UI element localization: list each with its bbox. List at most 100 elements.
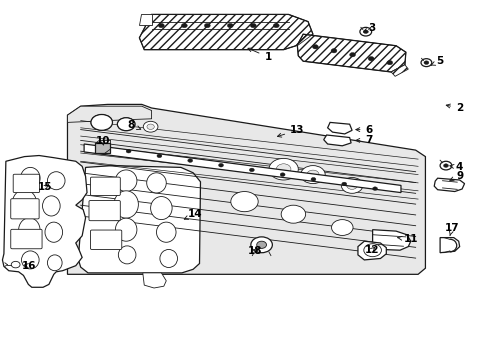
Polygon shape [323,135,350,146]
Text: 9: 9 [449,171,462,181]
FancyBboxPatch shape [11,229,42,249]
Circle shape [280,173,285,176]
FancyBboxPatch shape [89,201,120,221]
Text: 14: 14 [184,209,203,219]
Ellipse shape [12,190,37,217]
Circle shape [276,164,290,175]
Text: 11: 11 [397,234,417,244]
Ellipse shape [21,251,39,269]
Polygon shape [84,144,400,193]
Ellipse shape [115,170,137,192]
Text: 6: 6 [355,125,372,135]
Circle shape [250,23,256,28]
Circle shape [157,154,162,158]
Circle shape [11,261,20,268]
Circle shape [122,121,130,127]
Polygon shape [67,106,151,122]
Ellipse shape [42,196,60,216]
FancyBboxPatch shape [13,174,40,193]
Polygon shape [2,156,87,287]
Circle shape [96,118,107,126]
Circle shape [330,49,336,53]
Circle shape [331,220,352,235]
Circle shape [341,182,346,186]
Circle shape [218,163,223,167]
Text: 1: 1 [247,48,271,62]
Text: 3: 3 [363,23,374,33]
Text: 18: 18 [247,246,262,256]
Circle shape [367,57,373,61]
Text: 17: 17 [444,222,459,235]
Polygon shape [433,178,464,192]
Text: 15: 15 [38,182,52,192]
Circle shape [143,121,158,132]
Circle shape [372,187,377,190]
Circle shape [146,124,154,129]
Circle shape [359,27,371,36]
Circle shape [281,205,305,223]
Text: 7: 7 [355,135,372,145]
Ellipse shape [47,255,62,271]
Polygon shape [139,14,151,25]
Circle shape [268,158,298,180]
Circle shape [91,114,112,130]
Circle shape [187,159,192,162]
Circle shape [386,60,392,65]
Circle shape [363,244,381,257]
Circle shape [341,177,362,193]
Circle shape [273,23,279,28]
Polygon shape [139,14,312,50]
Circle shape [95,145,100,148]
Text: 8: 8 [127,120,141,130]
Text: 16: 16 [22,261,37,271]
Text: 4: 4 [449,162,463,172]
Circle shape [306,170,319,179]
Ellipse shape [115,218,137,241]
Circle shape [126,149,131,153]
Polygon shape [67,104,425,274]
Circle shape [439,161,451,170]
Ellipse shape [118,246,136,264]
Ellipse shape [146,173,166,193]
Circle shape [204,23,210,28]
Circle shape [230,192,258,212]
Circle shape [250,237,272,253]
Polygon shape [439,238,459,253]
Ellipse shape [114,191,138,218]
Circle shape [300,166,325,184]
Polygon shape [372,230,410,250]
FancyBboxPatch shape [90,230,122,249]
Text: 5: 5 [430,56,443,66]
Polygon shape [78,166,200,273]
Text: 10: 10 [95,136,110,146]
Circle shape [158,23,164,28]
Ellipse shape [47,172,65,190]
Polygon shape [390,65,407,76]
Text: 2: 2 [446,103,462,113]
Circle shape [91,114,112,130]
Polygon shape [357,241,386,260]
Circle shape [256,241,266,248]
Ellipse shape [160,249,177,267]
Polygon shape [142,273,166,288]
Circle shape [443,164,447,167]
Circle shape [423,61,428,64]
Circle shape [181,23,187,28]
Circle shape [227,23,233,28]
Text: 12: 12 [364,245,378,255]
Circle shape [363,30,367,33]
Ellipse shape [20,167,40,189]
Circle shape [117,118,135,131]
FancyBboxPatch shape [90,177,120,195]
Ellipse shape [156,222,176,242]
Circle shape [346,181,357,189]
Text: 13: 13 [277,125,304,137]
Circle shape [249,168,254,172]
Ellipse shape [19,218,40,243]
Circle shape [420,59,431,67]
FancyBboxPatch shape [11,199,39,219]
Polygon shape [297,34,405,72]
Polygon shape [327,122,351,134]
Ellipse shape [45,222,62,242]
Bar [95,143,110,153]
